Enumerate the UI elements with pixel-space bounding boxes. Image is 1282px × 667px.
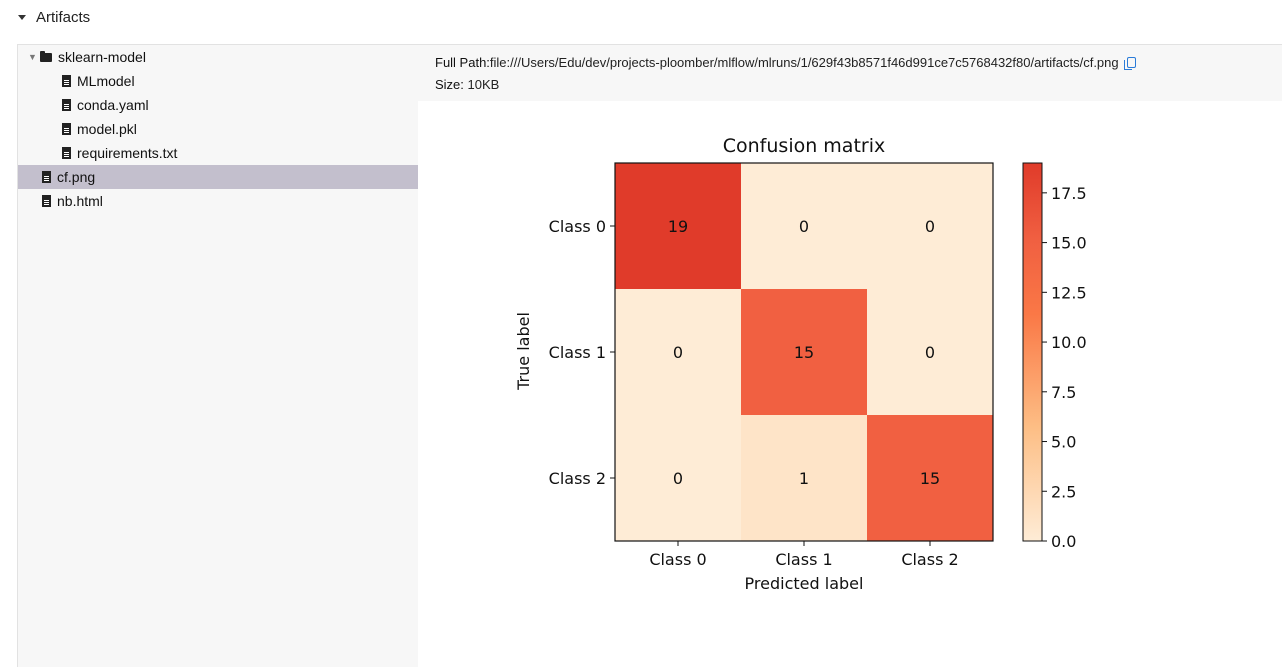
tree-item-requirements-txt[interactable]: requirements.txt [18,141,462,165]
cell-value-label: 0 [673,343,683,362]
y-axis-label: True label [514,312,533,391]
y-tick-label: Class 1 [549,343,606,362]
tree-item-mlmodel[interactable]: MLmodel [18,69,462,93]
image-file-icon [42,171,51,183]
cell-value-label: 19 [668,217,688,236]
heatmap-cell [867,289,993,415]
cell-value-label: 15 [920,469,940,488]
cell-value-label: 0 [925,217,935,236]
colorbar-tick-label: 2.5 [1051,482,1076,501]
heatmap-cell [867,415,993,541]
full-path-label: Full Path: [435,55,490,70]
cell-value-label: 0 [925,343,935,362]
tree-item-label: nb.html [57,193,103,209]
tree-item-conda-yaml[interactable]: conda.yaml [18,93,462,117]
heatmap-cell [741,289,867,415]
file-icon [42,195,51,207]
artifact-meta: Full Path:file:///Users/Edu/dev/projects… [418,45,1282,101]
tree-item-sklearn-model[interactable]: ▼ sklearn-model [18,45,428,69]
tree-item-nb-html[interactable]: nb.html [18,189,418,213]
size-line: Size: 10KB [435,77,499,92]
file-icon [62,75,71,87]
full-path-value: file:///Users/Edu/dev/projects-ploomber/… [489,55,1119,70]
tree-item-label: conda.yaml [77,97,149,113]
tree-item-label: sklearn-model [58,49,146,65]
heatmap-cell [615,415,741,541]
colorbar-tick-label: 12.5 [1051,283,1087,302]
heatmap-cell [615,163,741,289]
colorbar-tick-label: 7.5 [1051,383,1076,402]
full-path-line: Full Path:file:///Users/Edu/dev/projects… [435,55,1136,70]
artifact-detail: Full Path:file:///Users/Edu/dev/projects… [418,45,1282,667]
caret-down-icon [18,14,26,20]
artifacts-section-header[interactable]: Artifacts [18,6,90,28]
colorbar-tick-label: 15.0 [1051,234,1087,253]
y-tick-label: Class 0 [549,217,606,236]
heatmap-cell [615,289,741,415]
size-label: Size: [435,77,464,92]
copy-icon[interactable] [1123,57,1136,70]
expand-toggle-icon[interactable]: ▼ [28,52,37,62]
tree-item-model-pkl[interactable]: model.pkl [18,117,462,141]
cell-value-label: 0 [799,217,809,236]
colorbar-tick-label: 0.0 [1051,532,1076,551]
file-icon [62,123,71,135]
colorbar-tick-label: 17.5 [1051,184,1087,203]
cell-value-label: 15 [794,343,814,362]
x-tick-label: Class 0 [649,550,706,569]
artifacts-panel: ▼ sklearn-model MLmodel conda.yaml model… [17,44,1282,667]
x-axis-label: Predicted label [745,574,864,593]
tree-item-label: MLmodel [77,73,135,89]
tree-item-label: cf.png [57,169,96,185]
folder-icon [40,50,52,62]
tree-item-label: model.pkl [77,121,137,137]
tree-item-cf-png[interactable]: cf.png [18,165,418,189]
cell-value-label: 0 [673,469,683,488]
chart-title: Confusion matrix [723,135,885,157]
tree-item-label: requirements.txt [77,145,178,161]
artifact-tree: ▼ sklearn-model MLmodel conda.yaml model… [18,45,418,667]
code-file-icon [62,147,71,159]
x-tick-label: Class 1 [775,550,832,569]
cell-value-label: 1 [799,469,809,488]
section-title: Artifacts [36,8,91,26]
y-tick-label: Class 2 [549,469,606,488]
colorbar-tick-label: 5.0 [1051,433,1076,452]
x-tick-label: Class 2 [901,550,958,569]
colorbar-tick-label: 10.0 [1051,333,1087,352]
heatmap-cell [741,163,867,289]
heatmap-cell [741,415,867,541]
size-value: 10KB [467,77,500,92]
code-file-icon [62,99,71,111]
confusion-matrix-image: Confusion matrix True label Predicted la… [514,135,1087,593]
heatmap-cell [867,163,993,289]
colorbar [1022,162,1043,542]
